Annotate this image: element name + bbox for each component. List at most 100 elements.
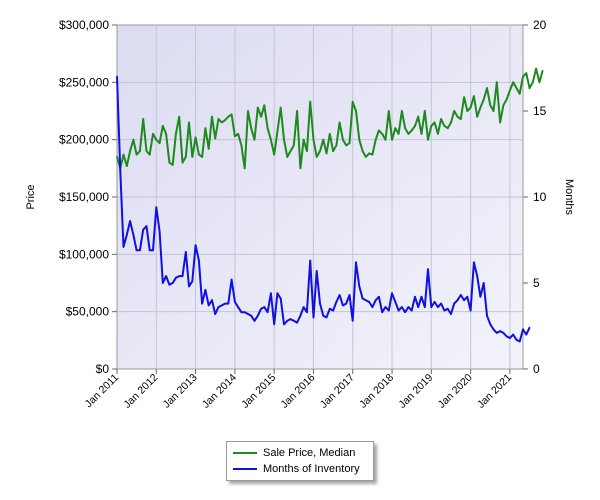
data-point-months-inventory (374, 299, 377, 302)
data-point-months-inventory (492, 328, 495, 331)
data-point-sale-price (152, 133, 154, 135)
data-point-sale-price (289, 150, 292, 153)
data-point-months-inventory (247, 313, 249, 315)
data-point-sale-price (404, 127, 406, 130)
data-point-sale-price (266, 127, 269, 130)
data-point-sale-price (525, 72, 528, 75)
data-point-months-inventory (420, 295, 423, 298)
data-point-sale-price (145, 150, 148, 153)
data-point-months-inventory (394, 301, 397, 303)
data-point-months-inventory (184, 251, 187, 253)
data-point-months-inventory (243, 311, 246, 314)
data-point-sale-price (476, 115, 479, 118)
data-point-sale-price (505, 98, 508, 101)
data-point-months-inventory (188, 285, 190, 288)
data-point-months-inventory (161, 282, 164, 284)
data-point-sale-price (414, 125, 416, 127)
data-point-months-inventory (135, 249, 138, 252)
data-point-months-inventory (486, 314, 488, 317)
data-point-months-inventory (178, 275, 181, 277)
data-point-sale-price (132, 138, 135, 141)
data-point-months-inventory (312, 316, 315, 319)
data-point-sale-price (171, 164, 174, 166)
data-point-sale-price (286, 156, 289, 158)
data-point-sale-price (155, 138, 158, 141)
data-point-months-inventory (414, 295, 416, 298)
data-point-months-inventory (495, 332, 498, 334)
y2-tick-label: 0 (533, 362, 540, 376)
data-point-sale-price (342, 138, 344, 141)
data-point-sale-price (292, 144, 295, 147)
data-point-sale-price (276, 130, 279, 133)
data-point-sale-price (198, 153, 200, 156)
legend-label-months-inventory: Months of Inventory (263, 463, 360, 475)
data-point-sale-price (430, 125, 433, 127)
data-point-months-inventory (391, 292, 393, 295)
data-point-months-inventory (364, 299, 367, 302)
data-point-months-inventory (463, 299, 465, 302)
data-point-months-inventory (309, 259, 312, 262)
data-point-sale-price (283, 138, 285, 141)
data-point-sale-price (492, 110, 495, 112)
data-point-months-inventory (270, 292, 272, 295)
data-point-months-inventory (522, 328, 524, 331)
data-point-sale-price (175, 133, 177, 135)
data-point-sale-price (512, 81, 515, 84)
data-point-months-inventory (387, 309, 390, 312)
data-point-months-inventory (358, 285, 361, 288)
data-point-months-inventory (423, 306, 426, 308)
data-point-sale-price (387, 110, 390, 112)
data-point-sale-price (315, 156, 318, 158)
data-point-months-inventory (328, 307, 331, 310)
x-tick-label: Jan 2020 (436, 372, 475, 411)
data-point-sale-price (348, 142, 351, 145)
data-point-sale-price (531, 81, 534, 84)
data-point-months-inventory (283, 323, 285, 326)
data-point-months-inventory (296, 321, 298, 324)
data-point-sale-price (158, 142, 161, 145)
data-point-sale-price (207, 147, 210, 150)
data-point-months-inventory (342, 304, 344, 307)
data-point-months-inventory (211, 299, 213, 302)
data-point-months-inventory (459, 294, 462, 296)
data-point-sale-price (368, 152, 370, 155)
data-point-months-inventory (315, 270, 318, 272)
data-point-months-inventory (355, 261, 357, 264)
data-point-months-inventory (286, 319, 289, 322)
data-point-months-inventory (509, 337, 511, 339)
data-point-sale-price (541, 70, 544, 72)
data-point-months-inventory (512, 333, 515, 336)
data-point-months-inventory (322, 314, 325, 317)
data-point-sale-price (125, 165, 128, 167)
legend-item-months-inventory: Months of Inventory (233, 462, 360, 476)
series-sale-price (116, 67, 544, 170)
data-point-months-inventory (332, 309, 334, 312)
data-point-sale-price (364, 156, 367, 158)
x-tick-label: Jan 2019 (396, 372, 435, 411)
series-layer (116, 67, 544, 343)
data-point-months-inventory (224, 302, 226, 305)
data-point-sale-price (188, 121, 190, 124)
data-point-months-inventory (279, 297, 282, 300)
data-point-sale-price (194, 136, 197, 139)
data-point-months-inventory (348, 294, 351, 296)
data-point-sale-price (528, 87, 531, 89)
data-point-sale-price (279, 106, 282, 109)
data-point-sale-price (338, 121, 341, 124)
data-point-sale-price (469, 106, 472, 109)
data-point-months-inventory (191, 280, 194, 283)
data-point-sale-price (397, 133, 400, 135)
data-point-sale-price (250, 127, 253, 130)
data-point-months-inventory (404, 311, 406, 314)
data-point-months-inventory (440, 302, 442, 305)
data-point-months-inventory (335, 301, 338, 303)
data-point-months-inventory (292, 319, 295, 322)
data-point-sale-price (234, 135, 236, 138)
data-point-months-inventory (410, 309, 413, 312)
y-tick-label: $150,000 (59, 190, 109, 204)
data-point-sale-price (358, 138, 361, 141)
data-point-sale-price (142, 118, 145, 120)
data-point-months-inventory (371, 306, 374, 308)
data-point-sale-price (165, 133, 168, 135)
data-point-sale-price (502, 104, 505, 107)
